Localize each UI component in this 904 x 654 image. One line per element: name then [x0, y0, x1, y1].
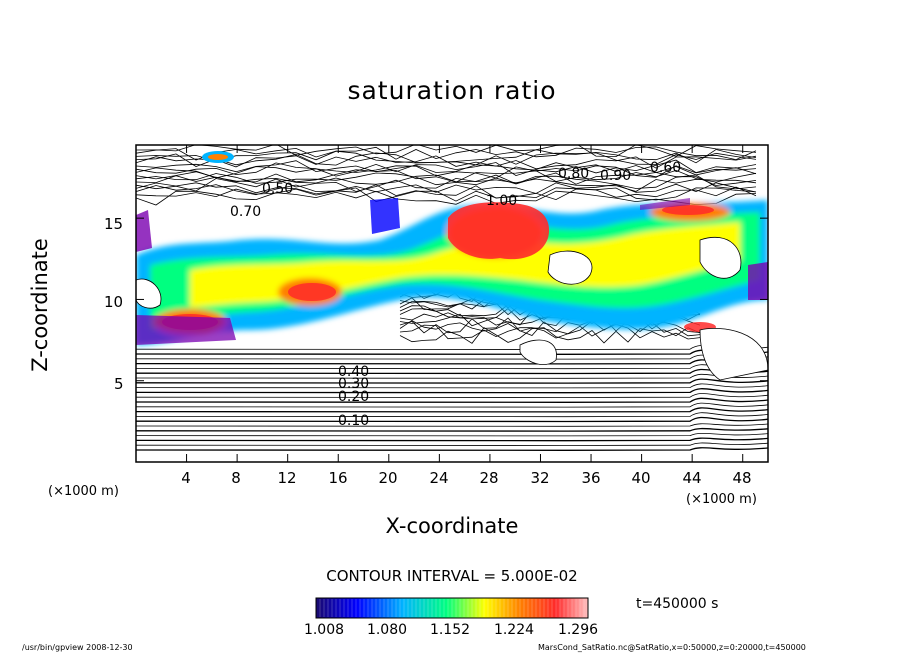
y-axis-ticks	[136, 217, 768, 382]
x-tick-label: 8	[231, 469, 241, 487]
x-axis-label: X-coordinate	[385, 514, 519, 538]
contour-line	[136, 447, 768, 451]
x-tick-label: 4	[181, 469, 191, 487]
unsaturated-patches	[136, 237, 768, 381]
x-tick-label: 24	[429, 469, 449, 487]
contour-line	[136, 174, 757, 190]
contour-line	[136, 432, 768, 437]
contour-line	[136, 177, 757, 192]
contour-line	[136, 182, 757, 195]
contour-line	[136, 416, 768, 423]
x-tick-label: 40	[631, 469, 651, 487]
contour-line	[136, 442, 768, 446]
y-axis-label: Z-coordinate	[28, 238, 52, 372]
x-tick-label: 28	[479, 469, 499, 487]
contour-line	[136, 345, 768, 350]
contour-line	[399, 327, 701, 344]
contour-label: 0.40	[338, 364, 369, 380]
plot-frame	[135, 144, 769, 463]
low-contour-lines	[136, 345, 768, 451]
contour-line	[136, 349, 768, 355]
colorbar-tick-label: 1.296	[557, 622, 599, 638]
contour-line	[136, 152, 757, 167]
time-label: t=450000 s	[636, 596, 719, 612]
colorbar-tick-label: 1.080	[366, 622, 408, 638]
colorbar-tick-label: 1.152	[429, 622, 471, 638]
contour-line	[136, 437, 768, 442]
contour-line	[136, 145, 757, 158]
colorbar	[315, 597, 589, 619]
contour-line	[136, 423, 768, 427]
footer-program: /usr/bin/gpview 2008-12-30	[22, 643, 133, 652]
contour-field	[136, 145, 768, 451]
contour-label: 0.20	[338, 389, 369, 405]
contour-line	[136, 412, 768, 418]
x-axis-unit: (×1000 m)	[48, 484, 119, 499]
contour-line	[136, 165, 757, 179]
contour-line	[136, 388, 768, 394]
contour-value-labels: 0.10 0.20 0.30 0.40 0.50 0.60 0.70 0.80 …	[230, 160, 681, 429]
contour-label: 0.10	[338, 413, 369, 429]
supersaturation-peaks	[136, 151, 768, 345]
x-tick-label: 44	[682, 469, 702, 487]
contour-line	[136, 359, 768, 365]
contour-label: 0.80	[558, 166, 589, 182]
contour-label: 0.30	[338, 376, 369, 392]
contour-line	[136, 368, 768, 375]
footer-source: MarsCond_SatRatio.nc@SatRatio,x=0:50000,…	[538, 643, 806, 652]
contour-line	[136, 427, 768, 432]
contour-line	[399, 323, 701, 340]
x-tick-label: 16	[328, 469, 348, 487]
contour-line	[136, 364, 768, 370]
x-tick-label: 20	[378, 469, 398, 487]
y-tick-label: 5	[114, 375, 124, 393]
contour-line	[136, 159, 757, 174]
contour-label: 0.70	[230, 204, 261, 220]
colorbar-stripes	[319, 599, 585, 617]
contour-line	[136, 373, 768, 379]
chart-title: saturation ratio	[347, 76, 557, 105]
x-tick-label: 36	[581, 469, 601, 487]
contour-line	[136, 190, 757, 206]
contour-line	[136, 402, 768, 408]
contour-line	[136, 162, 757, 177]
contour-label: 0.50	[262, 181, 293, 197]
contour-line	[136, 146, 757, 161]
contour-line	[136, 393, 768, 398]
x-axis-unit-right: (×1000 m)	[686, 492, 757, 507]
colorbar-gradient	[315, 597, 589, 619]
contour-line	[136, 378, 768, 384]
x-tick-label: 48	[732, 469, 752, 487]
x-axis-ticks	[186, 145, 744, 462]
contour-line	[136, 407, 768, 413]
contour-line	[136, 184, 757, 199]
contour-label: 0.90	[600, 168, 631, 184]
contour-label: 0.60	[650, 160, 681, 176]
contour-line	[136, 383, 768, 389]
y-tick-label: 10	[104, 293, 124, 311]
colorbar-tick-label: 1.008	[303, 622, 345, 638]
contour-interval: CONTOUR INTERVAL = 5.000E-02	[326, 567, 578, 585]
y-tick-label: 15	[104, 215, 124, 233]
colorbar-tick-label: 1.224	[493, 622, 535, 638]
x-tick-label: 12	[277, 469, 297, 487]
x-tick-label: 32	[530, 469, 550, 487]
contour-line	[136, 397, 768, 403]
contour-line	[136, 354, 768, 360]
contour-label: 1.00	[486, 193, 517, 209]
